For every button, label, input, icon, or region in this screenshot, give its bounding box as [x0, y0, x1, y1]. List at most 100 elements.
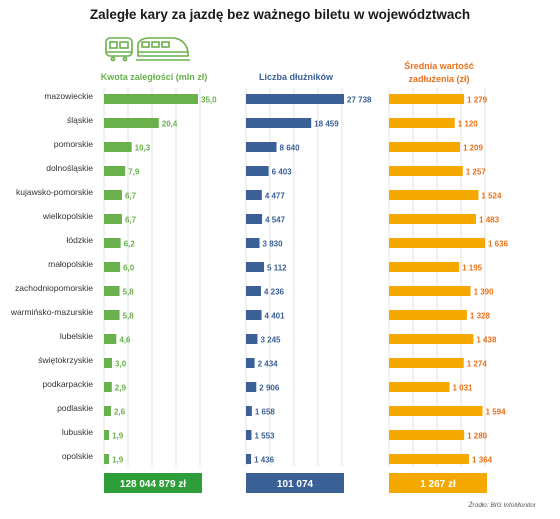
bar: [389, 334, 474, 344]
category-label: warmińsko-mazurskie: [10, 307, 93, 317]
value-label: 6,2: [124, 240, 136, 249]
total-label: 101 074: [277, 479, 314, 490]
total-box: [104, 473, 202, 493]
value-label: 1,9: [112, 432, 124, 441]
value-label: 3 245: [260, 336, 281, 345]
category-label: lubuskie: [62, 427, 93, 437]
value-label: 6,7: [125, 216, 137, 225]
bar: [389, 406, 483, 416]
bar: [104, 358, 113, 368]
category-label: świętokrzyskie: [38, 355, 93, 365]
chart-title: Zaległe kary za jazdę bez ważnego biletu…: [89, 7, 471, 22]
value-label: 4,6: [119, 336, 131, 345]
value-label: 4 477: [265, 192, 286, 201]
high-speed-train-icon: [136, 37, 190, 61]
bar: [104, 238, 121, 248]
category-label: śląskie: [67, 115, 93, 125]
category-label: dolnośląskie: [46, 163, 93, 173]
bar: [389, 454, 470, 464]
bar: [389, 430, 465, 440]
bar: [104, 382, 112, 392]
bar: [104, 166, 126, 176]
bar: [104, 430, 110, 440]
category-label: podkarpackie: [42, 379, 93, 389]
panel-title: Kwota zaległości (mln zł): [101, 72, 208, 82]
bar: [389, 262, 460, 272]
bar: [389, 310, 467, 320]
category-label: kujawsko-pomorskie: [16, 187, 93, 197]
value-label: 10,3: [135, 144, 151, 153]
value-label: 1 658: [255, 408, 276, 417]
value-label: 1 274: [467, 360, 488, 369]
value-label: 1 328: [470, 312, 491, 321]
bar: [246, 286, 261, 296]
value-label: 4 401: [265, 312, 286, 321]
bar: [104, 214, 122, 224]
total-label: 1 267 zł: [420, 479, 456, 490]
bar: [104, 454, 110, 464]
bar: [389, 286, 471, 296]
bar: [104, 262, 121, 272]
value-label: 5,8: [123, 312, 135, 321]
category-label: lubelskie: [60, 331, 93, 341]
category-label: wielkopolskie: [42, 211, 93, 221]
value-label: 4 236: [264, 288, 285, 297]
bar: [246, 334, 258, 344]
train-illustration: [105, 37, 190, 62]
value-label: 2 434: [258, 360, 279, 369]
value-label: 1,9: [112, 456, 124, 465]
value-label: 6,7: [125, 192, 137, 201]
value-label: 27 738: [347, 96, 372, 105]
category-label: łódzkie: [67, 235, 94, 245]
value-label: 6,0: [123, 264, 135, 273]
value-label: 6 403: [272, 168, 293, 177]
category-label: zachodniopomorskie: [15, 283, 93, 293]
panel-title-line: Średnia wartość: [404, 60, 474, 71]
value-label: 1 280: [467, 432, 488, 441]
value-label: 35,0: [201, 96, 217, 105]
bar: [104, 94, 198, 104]
value-label: 1 436: [254, 456, 275, 465]
total-label: 128 044 879 zł: [120, 479, 186, 490]
bar: [389, 214, 477, 224]
bar: [389, 166, 463, 176]
value-label: 1 636: [488, 240, 509, 249]
bar: [104, 286, 120, 296]
bar: [389, 358, 464, 368]
bar: [246, 262, 265, 272]
bar: [104, 310, 120, 320]
bar: [389, 118, 455, 128]
train-icon: [105, 37, 133, 62]
value-label: 1 594: [486, 408, 507, 417]
bar: [246, 310, 262, 320]
value-label: 1 483: [479, 216, 500, 225]
bar: [246, 406, 252, 416]
value-label: 5,8: [123, 288, 135, 297]
value-label: 20,4: [162, 120, 178, 129]
bar: [246, 118, 312, 128]
value-label: 1 390: [474, 288, 495, 297]
value-label: 8 640: [280, 144, 301, 153]
category-label: podlaskie: [57, 403, 93, 413]
value-label: 1 195: [462, 264, 483, 273]
total-box: [389, 473, 487, 493]
bar: [246, 358, 255, 368]
bar: [246, 190, 262, 200]
bar: [389, 142, 460, 152]
panel-title-line: zadłużenia (zł): [408, 74, 469, 84]
value-label: 18 459: [314, 120, 339, 129]
bar: [104, 334, 117, 344]
value-label: 1 257: [466, 168, 487, 177]
panel-title: Liczba dłużników: [259, 72, 334, 82]
source-note: Źródło: BIG InfoMonitor: [468, 502, 536, 509]
bar: [104, 118, 159, 128]
value-label: 1 031: [452, 384, 473, 393]
value-label: 1 120: [458, 120, 479, 129]
bar: [246, 94, 344, 104]
value-label: 3,0: [115, 360, 127, 369]
bar: [104, 190, 122, 200]
bar: [104, 142, 132, 152]
value-label: 1 364: [472, 456, 493, 465]
bar: [389, 382, 450, 392]
